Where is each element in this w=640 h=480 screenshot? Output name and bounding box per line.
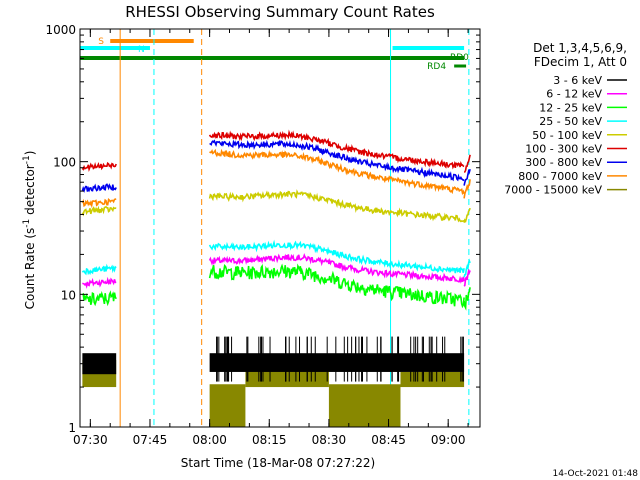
series-trace-pre (81, 263, 117, 276)
y-tick-label-1: 10 (61, 288, 76, 302)
series-trace-main (208, 253, 465, 284)
series-trace-post (463, 179, 471, 199)
y-tick-label-0: 1 (68, 421, 76, 435)
legend-label-3: 25 - 50 keV (539, 115, 602, 128)
series-trace-post (463, 207, 471, 223)
series-6-12-keV (82, 253, 471, 289)
y-axis-label-main: Count Rate (s (23, 228, 37, 310)
x-tick-label-4: 08:30 (312, 433, 347, 447)
series-trace-post (463, 258, 471, 278)
x-tick-label-0: 07:30 (73, 433, 108, 447)
flag-label-rd4: RD4 (427, 62, 446, 72)
y-axis-label-end: ) (23, 151, 37, 156)
legend-label-8: 7000 - 15000 keV (504, 184, 602, 197)
x-tick-label-1: 07:45 (133, 433, 168, 447)
y-axis-ticks: 1 10 100 1000 (45, 23, 480, 435)
legend-label-2: 12 - 25 keV (539, 101, 602, 114)
series-12-25-keV (81, 263, 471, 311)
series-25-50-keV (81, 239, 471, 278)
x-tick-label-5: 08:45 (371, 433, 406, 447)
y-axis-label-sup2: -1 (22, 155, 32, 164)
flag-label-n: N (138, 45, 145, 55)
series-trace-main-c (328, 384, 401, 427)
series-trace-post (463, 154, 471, 173)
x-axis-label: Start Time (18-Mar-08 07:27:22) (181, 456, 375, 470)
series-trace-pre (81, 183, 117, 193)
series-trace-pre (81, 197, 117, 209)
footer-timestamp: 14-Oct-2021 01:48 (553, 469, 639, 479)
y-axis-label-mid: detector (23, 164, 37, 219)
chart-title: RHESSI Observing Summary Count Rates (125, 3, 435, 21)
flag-label-rd0: RD0 (450, 53, 469, 63)
x-tick-label-3: 08:15 (252, 433, 287, 447)
x-axis-ticks: 07:30 07:45 08:00 08:15 08:30 08:45 09:00 (73, 29, 469, 447)
legend: Det 1,3,4,5,6,9, FDecim 1, Att 0 3 - 6 k… (504, 41, 627, 197)
series-trace-main (208, 239, 465, 274)
series-trace-post (463, 287, 471, 311)
series-trace-main (209, 139, 465, 182)
plot-frame (79, 28, 481, 428)
series-trace-pre (82, 276, 117, 289)
series-trace-pre (81, 205, 117, 217)
series-3-6-keV (82, 336, 465, 382)
series-trace-main (208, 129, 465, 170)
y-axis-label: Count Rate (s-1 detector-1) (22, 151, 37, 310)
legend-label-5: 100 - 300 keV (525, 143, 602, 156)
series-trace-pre (81, 290, 117, 307)
flag-label-s: S (98, 37, 104, 47)
legend-label-4: 50 - 100 keV (532, 129, 602, 142)
y-tick-label-2: 100 (53, 156, 76, 170)
series-trace-post (463, 169, 471, 186)
x-tick-label-2: 08:00 (192, 433, 227, 447)
series-800-7000-keV (81, 148, 471, 209)
series-trace-pre (81, 161, 117, 173)
plot-area: S N RD0 RD4 (80, 29, 471, 427)
series-100-300-keV (81, 129, 471, 173)
legend-label-0: 3 - 6 keV (553, 74, 602, 87)
y-tick-label-3: 1000 (45, 23, 76, 37)
legend-label-7: 800 - 7000 keV (518, 170, 602, 183)
y-axis-label-sup: -1 (22, 219, 32, 228)
series-50-100-keV (81, 189, 471, 223)
legend-header-1: Det 1,3,4,5,6,9, (533, 41, 627, 55)
series-300-800-keV (81, 139, 471, 193)
legend-label-6: 300 - 800 keV (525, 156, 602, 169)
x-tick-label-6: 09:00 (431, 433, 466, 447)
series-trace-main (208, 189, 465, 223)
legend-header-2: FDecim 1, Att 0 (534, 55, 627, 69)
series-trace-main-a (209, 384, 246, 427)
series-trace-post (463, 268, 471, 287)
series-trace-main (208, 263, 465, 309)
series-trace-pre (82, 353, 117, 375)
series-trace-main (209, 353, 465, 372)
series-trace-main (209, 148, 465, 196)
legend-label-1: 6 - 12 keV (546, 88, 602, 101)
